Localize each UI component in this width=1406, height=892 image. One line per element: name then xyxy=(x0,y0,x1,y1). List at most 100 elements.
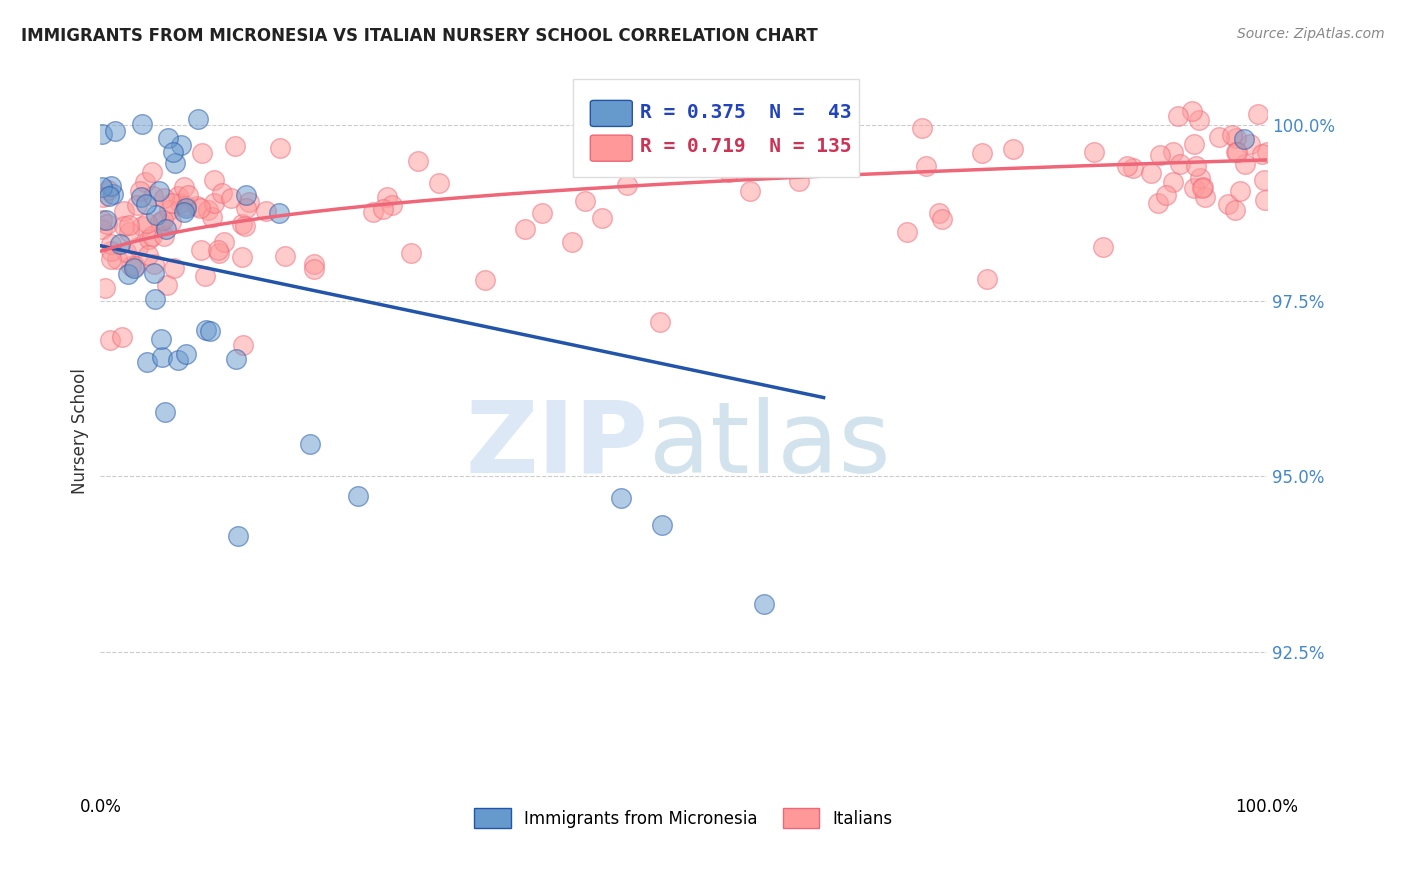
Point xyxy=(118,225,141,239)
Point xyxy=(90,127,112,141)
Point xyxy=(915,159,938,173)
Point xyxy=(1161,145,1184,159)
Point xyxy=(219,191,242,205)
Point xyxy=(399,246,422,260)
Point xyxy=(96,217,118,231)
Point xyxy=(160,195,183,210)
Point xyxy=(1226,145,1249,159)
Point xyxy=(142,266,165,280)
Point xyxy=(124,259,146,273)
Point xyxy=(142,257,165,271)
Point xyxy=(225,351,247,366)
Point xyxy=(1002,142,1025,156)
Point xyxy=(302,261,325,276)
Point xyxy=(115,245,138,260)
Point xyxy=(274,249,297,263)
Point xyxy=(131,117,153,131)
Point xyxy=(111,330,134,344)
Point xyxy=(93,281,115,295)
Point xyxy=(153,405,176,419)
Point xyxy=(114,219,136,233)
Point xyxy=(105,252,128,266)
Point xyxy=(152,213,174,227)
Point xyxy=(136,216,159,230)
Point xyxy=(117,267,139,281)
Point xyxy=(363,204,385,219)
Point xyxy=(756,140,779,154)
Point xyxy=(138,232,160,246)
Point xyxy=(406,153,429,168)
Point xyxy=(187,112,209,127)
Text: atlas: atlas xyxy=(648,397,890,493)
Point xyxy=(896,225,918,239)
Point xyxy=(224,139,246,153)
Point xyxy=(972,146,994,161)
Point xyxy=(129,184,152,198)
FancyBboxPatch shape xyxy=(591,136,633,161)
Point xyxy=(1239,137,1261,152)
Point xyxy=(167,189,190,203)
Point xyxy=(141,228,163,243)
Point xyxy=(725,147,748,161)
Point xyxy=(574,194,596,208)
Point xyxy=(214,235,236,249)
Point xyxy=(136,247,159,261)
Point xyxy=(208,246,231,260)
Point xyxy=(90,213,112,227)
Point xyxy=(1149,148,1171,162)
Point xyxy=(380,198,402,212)
Point xyxy=(131,219,153,233)
Point xyxy=(104,124,127,138)
Point xyxy=(142,189,165,203)
Point xyxy=(1234,157,1257,171)
Text: IMMIGRANTS FROM MICRONESIA VS ITALIAN NURSERY SCHOOL CORRELATION CHART: IMMIGRANTS FROM MICRONESIA VS ITALIAN NU… xyxy=(21,27,818,45)
Point xyxy=(254,204,277,219)
Point xyxy=(195,323,218,337)
Point xyxy=(186,199,208,213)
Point xyxy=(173,180,195,194)
Point xyxy=(347,489,370,503)
Point xyxy=(787,173,810,187)
Point xyxy=(718,165,741,179)
Point xyxy=(136,355,159,369)
Point xyxy=(198,324,221,338)
Point xyxy=(928,206,950,220)
Point xyxy=(159,215,181,229)
FancyBboxPatch shape xyxy=(572,79,859,178)
Point xyxy=(148,184,170,198)
Point xyxy=(371,202,394,217)
Point xyxy=(1194,190,1216,204)
Point xyxy=(148,214,170,228)
Point xyxy=(1184,159,1206,173)
Point xyxy=(1256,145,1278,159)
Point xyxy=(1146,195,1168,210)
Point xyxy=(1189,171,1212,186)
Point xyxy=(1168,157,1191,171)
Point xyxy=(100,244,122,258)
Point xyxy=(1167,109,1189,123)
Point xyxy=(190,145,212,160)
Point xyxy=(1182,181,1205,195)
Point xyxy=(156,278,179,293)
Point xyxy=(1191,179,1213,194)
Point xyxy=(207,243,229,257)
Point xyxy=(202,196,225,211)
Point xyxy=(1225,145,1247,159)
Point xyxy=(1229,185,1251,199)
Point xyxy=(100,179,122,194)
Point xyxy=(616,178,638,193)
Text: Source: ZipAtlas.com: Source: ZipAtlas.com xyxy=(1237,27,1385,41)
Point xyxy=(232,338,254,352)
Point xyxy=(1254,194,1277,208)
Point xyxy=(157,202,180,217)
Point xyxy=(269,206,291,220)
Point xyxy=(155,222,177,236)
Text: ZIP: ZIP xyxy=(465,397,648,493)
Point xyxy=(513,222,536,236)
Point xyxy=(100,252,122,267)
Point xyxy=(747,123,769,137)
Point xyxy=(1191,181,1213,195)
Point xyxy=(1225,130,1247,145)
Point xyxy=(143,292,166,306)
Point xyxy=(162,261,184,276)
